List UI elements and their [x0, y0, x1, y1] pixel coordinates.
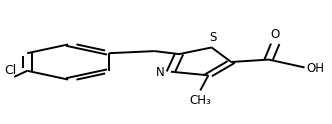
Text: O: O [271, 28, 280, 41]
Text: S: S [209, 31, 217, 44]
Text: OH: OH [306, 62, 324, 75]
Text: CH₃: CH₃ [189, 93, 211, 107]
Text: Cl: Cl [4, 64, 16, 77]
Text: N: N [156, 66, 165, 79]
